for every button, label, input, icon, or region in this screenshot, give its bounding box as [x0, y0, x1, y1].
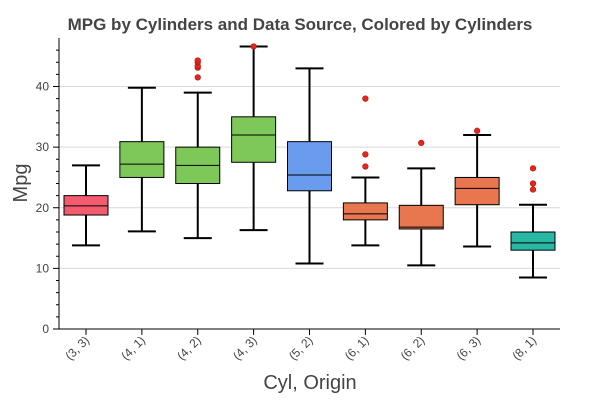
- x-ticks: (3, 3) (4, 1) (4, 2) (4, 3) (5, 2) (6, 1) (6, …: [62, 329, 539, 363]
- iqr-box: [287, 141, 332, 192]
- outlier-point: [529, 180, 537, 187]
- iqr-box: [231, 116, 277, 163]
- outlier-point: [194, 57, 201, 64]
- box-(3, 3): [63, 164, 109, 247]
- iqr-box: [63, 195, 109, 216]
- boxes-group: [63, 43, 556, 279]
- outlier-point: [529, 165, 537, 172]
- outlier-point: [194, 74, 201, 81]
- outlier-point: [362, 95, 369, 102]
- y-axis-label: Mpg: [10, 164, 32, 203]
- iqr-box: [119, 141, 165, 178]
- x-tick-label: (6, 1): [342, 333, 372, 363]
- x-tick-label: (6, 2): [398, 333, 428, 363]
- iqr-box: [454, 176, 500, 206]
- box-(6, 2): [398, 139, 444, 267]
- y-tick-label: 10: [36, 261, 50, 275]
- y-ticks: 0 10 20 30 40: [36, 49, 59, 336]
- outlier-point: [250, 43, 257, 50]
- y-tick-label: 0: [42, 322, 49, 336]
- y-tick-label: 30: [36, 140, 50, 154]
- outlier-point: [418, 139, 425, 146]
- x-axis-label: Cyl, Origin: [263, 372, 356, 394]
- iqr-box: [398, 204, 444, 230]
- outlier-point: [362, 163, 369, 170]
- box-(4, 2): [175, 57, 221, 240]
- box-(8, 1): [510, 165, 556, 279]
- x-tick-label: (4, 1): [118, 333, 148, 363]
- x-tick-label: (5, 2): [286, 333, 316, 363]
- outlier-point: [529, 186, 537, 193]
- y-tick-label: 20: [36, 201, 50, 215]
- x-tick-label: (3, 3): [62, 333, 92, 363]
- box-(6, 1): [342, 95, 388, 247]
- x-tick-label: (8, 1): [509, 333, 539, 363]
- outlier-point: [474, 127, 481, 134]
- x-tick-label: (4, 2): [174, 333, 204, 363]
- iqr-box: [342, 202, 388, 221]
- box-(4, 3): [231, 43, 277, 232]
- box-(5, 2): [287, 67, 332, 265]
- y-tick-label: 40: [36, 80, 50, 94]
- box-(4, 1): [119, 86, 165, 233]
- x-tick-label: (6, 3): [454, 333, 484, 363]
- chart-title: MPG by Cylinders and Data Source, Colore…: [68, 15, 533, 34]
- x-tick-label: (4, 3): [230, 333, 260, 363]
- outlier-point: [362, 151, 369, 158]
- box-(6, 3): [454, 127, 500, 248]
- iqr-box: [510, 231, 556, 251]
